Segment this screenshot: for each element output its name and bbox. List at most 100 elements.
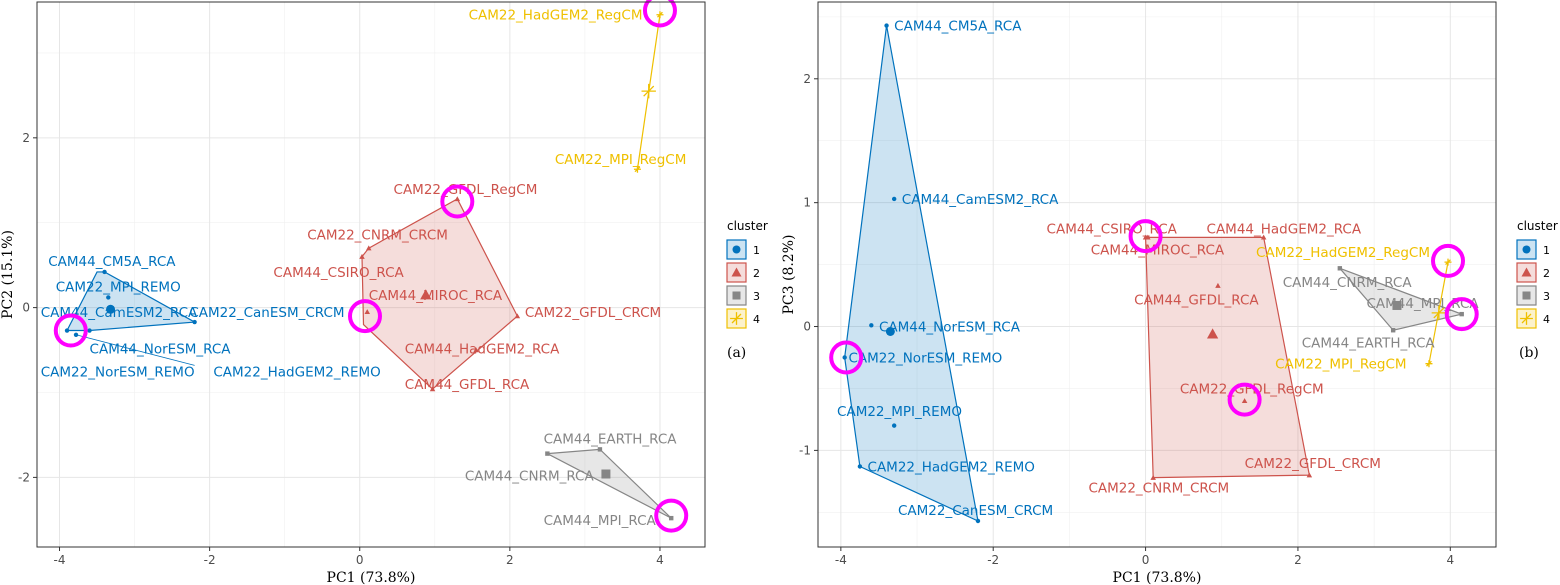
- point-label: CAM44_NorESM_RCA: [90, 341, 232, 357]
- point-label: CAM22_MPI_RegCM: [555, 152, 686, 168]
- x-tick-label: -2: [204, 553, 216, 567]
- y-tick-label: -1: [799, 443, 811, 457]
- y-tick-label: 2: [22, 131, 30, 145]
- cluster-hulls: [844, 25, 1464, 523]
- point-label: CAM22_CanESM_CRCM: [189, 305, 344, 321]
- highlight-ring: [1444, 297, 1479, 332]
- highlight-ring: [642, 0, 677, 28]
- centroids: [106, 83, 656, 479]
- legend-marker-3: [732, 291, 741, 300]
- data-points: [842, 23, 1464, 524]
- highlight-rings: [829, 219, 1479, 417]
- data-point: [656, 11, 664, 19]
- data-point: [1459, 311, 1464, 317]
- legend-marker-1: [732, 245, 741, 254]
- cluster-hull-3: [545, 448, 672, 519]
- data-point: [364, 309, 370, 315]
- cluster-hull-3: [1339, 267, 1464, 331]
- data-point: [1241, 398, 1248, 404]
- point-label: CAM22_HadGEM2_RegCM: [469, 8, 643, 24]
- plot-area: [37, 2, 705, 547]
- data-point: [857, 464, 863, 469]
- centroids: [885, 300, 1447, 339]
- legend-label-2: 2: [1543, 267, 1550, 280]
- panel-border: [817, 1, 1497, 548]
- panel-label: (b): [1519, 345, 1539, 361]
- point-label: CAM22_CNRM_CRCM: [307, 228, 448, 244]
- data-point: [545, 451, 550, 456]
- legend-marker-2: [1521, 267, 1532, 277]
- gridlines: [37, 2, 705, 547]
- segment-line: [75, 334, 195, 366]
- point-label: CAM44_NorESM_RCA: [879, 320, 1021, 336]
- point-label: CAM22_CanESM_CRCM: [898, 503, 1053, 519]
- x-tick-label: -2: [987, 553, 999, 567]
- point-label: CAM44_GFDL_RCA: [1134, 292, 1259, 308]
- point-label: CAM22_CNRM_CRCM: [1088, 481, 1229, 497]
- legend: cluster 1 2 3 4: [726, 219, 768, 329]
- legend-marker-3: [1522, 291, 1531, 300]
- point-label: CAM44_CamESM2_RCA: [902, 192, 1059, 208]
- point-label: CAM22_NorESM_REMO: [41, 364, 195, 380]
- legend-label-1: 1: [1543, 244, 1550, 257]
- data-point: [192, 319, 197, 325]
- point-label: CAM44_CSIRO_RCA: [273, 265, 404, 281]
- point-label: CAM44_GFDL_RCA: [405, 377, 530, 393]
- point-label: CAM22_MPI_REMO: [56, 279, 181, 295]
- data-point: [514, 313, 521, 319]
- point-label: CAM44_MIROC_RCA: [1091, 243, 1225, 259]
- point-label: CAM44_EARTH_RCA: [1302, 336, 1436, 352]
- point-labels: CAM44_CM5A_RCACAM22_MPI_REMOCAM44_CamESM…: [41, 8, 687, 529]
- point-label: CAM44_EARTH_RCA: [544, 431, 678, 447]
- point-label: CAM22_MPI_RegCM: [1275, 357, 1406, 373]
- data-point: [429, 386, 436, 392]
- highlight-ring: [347, 299, 382, 334]
- point-label: CAM22_GFDL_CRCM: [1245, 456, 1381, 472]
- data-point: [64, 328, 70, 333]
- data-point: [473, 347, 479, 353]
- highlight-ring: [829, 340, 864, 375]
- data-point: [669, 515, 674, 521]
- point-label: CAM22_NorESM_REMO: [848, 350, 1002, 366]
- highlight-ring: [654, 498, 689, 533]
- data-point: [975, 518, 981, 524]
- legend-label-1: 1: [753, 244, 760, 257]
- chart-panel-b: CAM44_CM5A_RCA CAM44_CamESM2_RCA CAM44_Nor…: [781, 1, 1558, 585]
- x-tick-label: 2: [1294, 553, 1302, 567]
- data-point: [842, 355, 847, 360]
- highlight-ring: [1431, 243, 1466, 278]
- x-tick-label: -4: [54, 553, 66, 567]
- panel-label: (a): [727, 345, 746, 361]
- data-point: [1306, 472, 1313, 478]
- highlight-ring: [440, 184, 475, 219]
- data-point: [73, 332, 79, 337]
- x-tick-label: 4: [1446, 553, 1454, 567]
- data-point: [106, 295, 111, 300]
- highlight-rings: [53, 0, 689, 533]
- point-label: CAM22_GFDL_RegCM: [1180, 381, 1324, 397]
- point-label: CAM44_MPI_RCA: [544, 513, 657, 529]
- highlight-ring: [1128, 219, 1163, 254]
- data-point: [87, 328, 92, 333]
- y-tick-label: -2: [18, 470, 30, 484]
- x-tick-label: 0: [356, 553, 364, 567]
- x-tick-label: 0: [1142, 553, 1150, 567]
- point-label: CAM44_HadGEM2_RCA: [1207, 222, 1362, 238]
- point-labels: CAM44_CM5A_RCA CAM44_CamESM2_RCA CAM44_Nor…: [837, 19, 1479, 519]
- legend-marker-4: [1520, 312, 1533, 325]
- axis-ticks: -4 -2 0 2 4 -1 0 1 2: [799, 72, 1454, 567]
- data-point: [1260, 234, 1267, 240]
- legend-marker-4: [730, 312, 743, 325]
- x-axis-label: PC1 (73.8%): [327, 570, 416, 585]
- legend-marker-2: [731, 267, 742, 277]
- legend-label-4: 4: [753, 313, 760, 326]
- axis-ticks: -4 -2 0 2 4 -2 0 2: [18, 131, 664, 567]
- y-tick-label: 2: [803, 72, 811, 86]
- x-tick-label: 4: [656, 553, 664, 567]
- data-point: [365, 245, 372, 251]
- data-point: [1425, 360, 1433, 368]
- highlight-ring: [1227, 382, 1262, 417]
- panel-border: [36, 1, 706, 548]
- legend-label-4: 4: [1543, 313, 1550, 326]
